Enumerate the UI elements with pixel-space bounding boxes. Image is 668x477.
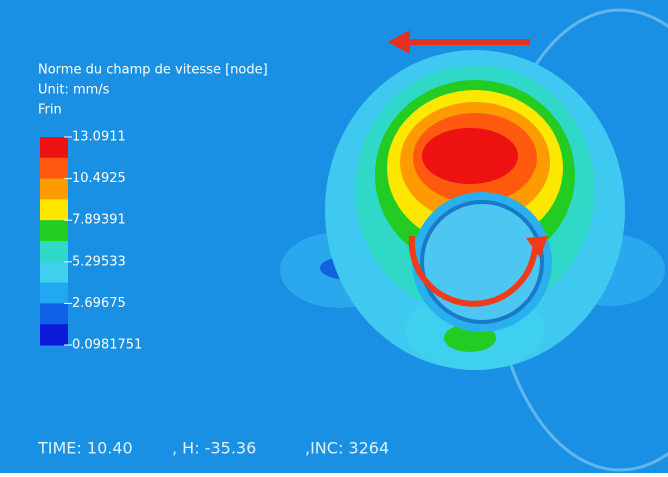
legend-swatch [40, 324, 68, 346]
legend-swatch [40, 220, 68, 242]
status-time: TIME: 10.40 [37, 439, 133, 458]
legend-unit: Unit: mm/s [38, 83, 110, 98]
rotation-arrow-head [526, 236, 548, 258]
legend-name: Frin [38, 103, 62, 118]
flow-arrow-head [388, 30, 410, 54]
legend-label: 0.0981751 [72, 338, 142, 353]
rotation-arrow [408, 235, 538, 307]
legend-bar [40, 137, 68, 346]
contour [422, 128, 518, 184]
legend-label: 10.4925 [72, 171, 126, 186]
legend-swatch [40, 282, 68, 304]
legend-swatch [40, 241, 68, 263]
legend-labels: 13.0911 10.4925 7.89391 5.29533 2.69675 0.098… [64, 130, 142, 353]
status-inc: ,INC: 3264 [305, 439, 389, 458]
legend-swatch [40, 261, 68, 284]
legend-label: 2.69675 [72, 296, 126, 311]
legend-swatch [40, 303, 68, 325]
legend-swatch [40, 157, 68, 180]
legend-swatch [40, 199, 68, 221]
status-h: , H: -35.36 [172, 439, 256, 458]
legend-swatch [40, 178, 68, 200]
legend-label: 7.89391 [72, 213, 126, 228]
legend-label: 5.29533 [72, 254, 126, 269]
legend-swatch [40, 137, 68, 159]
legend-label: 13.0911 [72, 130, 126, 145]
legend-title: Norme du champ de vitesse [node] [38, 63, 268, 78]
